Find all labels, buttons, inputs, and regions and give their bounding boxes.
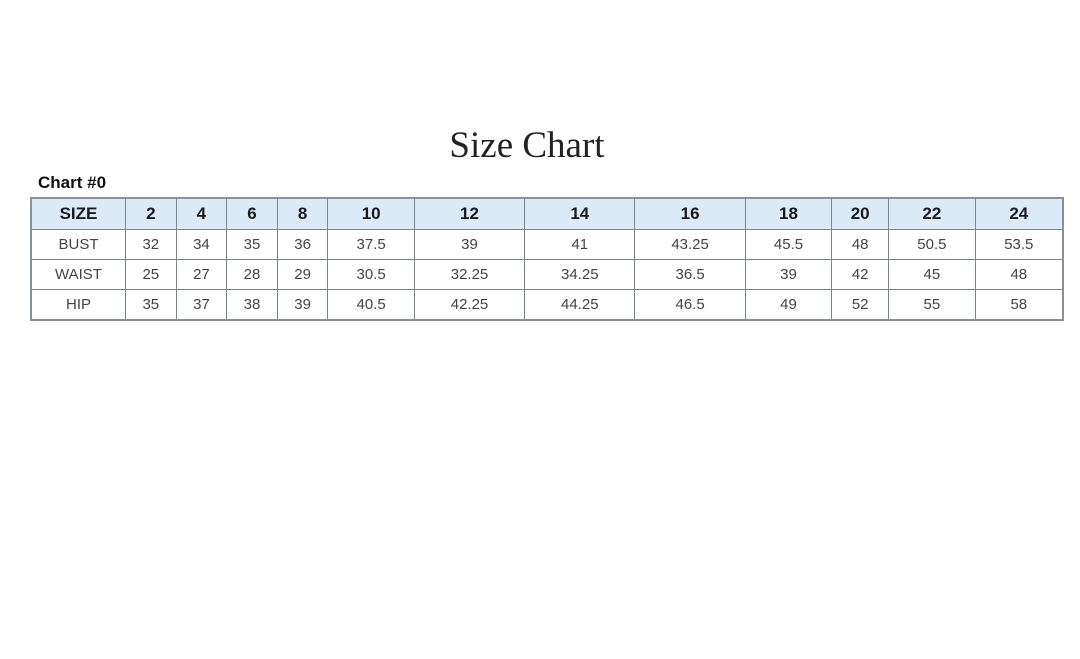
table-cell: 30.5 bbox=[327, 259, 415, 290]
table-cell: 35 bbox=[125, 289, 177, 321]
page-title: Size Chart bbox=[449, 125, 605, 166]
table-cell: 38 bbox=[226, 289, 278, 321]
table-cell: 27 bbox=[175, 259, 228, 290]
table-cell: 43.25 bbox=[634, 229, 746, 260]
table-cell: 48 bbox=[831, 229, 890, 260]
table-cell: 45 bbox=[888, 259, 976, 290]
header-cell: 2 bbox=[125, 197, 177, 230]
table-cell: 55 bbox=[888, 289, 976, 321]
table-row: BUST 32 34 35 36 37.5 39 41 43.25 45.5 48 50.5 53.5 bbox=[30, 229, 1064, 260]
table-cell: 36.5 bbox=[634, 259, 746, 290]
table-cell: 39 bbox=[413, 229, 526, 260]
table-cell: 32 bbox=[125, 229, 177, 260]
table-row: HIP 35 37 38 39 40.5 42.25 44.25 46.5 49 52 55 58 bbox=[30, 289, 1064, 321]
header-row: SIZE 2 4 6 8 10 12 14 16 18 20 22 24 bbox=[30, 197, 1064, 230]
table-cell: 39 bbox=[276, 289, 329, 321]
row-label: BUST bbox=[30, 229, 126, 260]
table-cell: 37.5 bbox=[327, 229, 415, 260]
header-cell: 20 bbox=[831, 197, 890, 230]
header-cell: 18 bbox=[744, 197, 833, 230]
table-cell: 53.5 bbox=[974, 229, 1064, 260]
table-cell: 40.5 bbox=[327, 289, 415, 321]
table-cell: 45.5 bbox=[744, 229, 833, 260]
table-cell: 34 bbox=[175, 229, 228, 260]
table-cell: 29 bbox=[276, 259, 329, 290]
table-cell: 32.25 bbox=[413, 259, 526, 290]
row-label: WAIST bbox=[30, 259, 126, 290]
header-cell: 24 bbox=[974, 197, 1064, 230]
table-cell: 35 bbox=[226, 229, 278, 260]
table-cell: 41 bbox=[524, 229, 636, 260]
table-cell: 50.5 bbox=[888, 229, 976, 260]
table-cell: 58 bbox=[974, 289, 1064, 321]
size-chart-table: SIZE 2 4 6 8 10 12 14 16 18 20 22 24 BUST 32 34 35 36 37.5… bbox=[30, 197, 1064, 321]
header-cell: 6 bbox=[226, 197, 278, 230]
table-cell: 34.25 bbox=[524, 259, 636, 290]
chart-label: Chart #0 bbox=[38, 173, 107, 192]
header-cell: 8 bbox=[276, 197, 329, 230]
table-row: WAIST 25 27 28 29 30.5 32.25 34.25 36.5 39 42 45 48 bbox=[30, 259, 1064, 290]
table-cell: 49 bbox=[744, 289, 833, 321]
table-cell: 48 bbox=[974, 259, 1064, 290]
table-cell: 36 bbox=[276, 229, 329, 260]
table-cell: 28 bbox=[226, 259, 278, 290]
header-cell: 14 bbox=[524, 197, 636, 230]
table-cell: 42.25 bbox=[413, 289, 526, 321]
header-cell: SIZE bbox=[30, 197, 126, 230]
table-cell: 52 bbox=[831, 289, 890, 321]
header-cell: 12 bbox=[413, 197, 526, 230]
header-cell: 16 bbox=[634, 197, 746, 230]
table-cell: 42 bbox=[831, 259, 890, 290]
table-cell: 25 bbox=[125, 259, 177, 290]
header-cell: 10 bbox=[327, 197, 415, 230]
table-cell: 44.25 bbox=[524, 289, 636, 321]
header-cell: 22 bbox=[888, 197, 976, 230]
table-cell: 46.5 bbox=[634, 289, 746, 321]
table-cell: 37 bbox=[175, 289, 228, 321]
header-cell: 4 bbox=[175, 197, 228, 230]
row-label: HIP bbox=[30, 289, 126, 321]
table-cell: 39 bbox=[744, 259, 833, 290]
